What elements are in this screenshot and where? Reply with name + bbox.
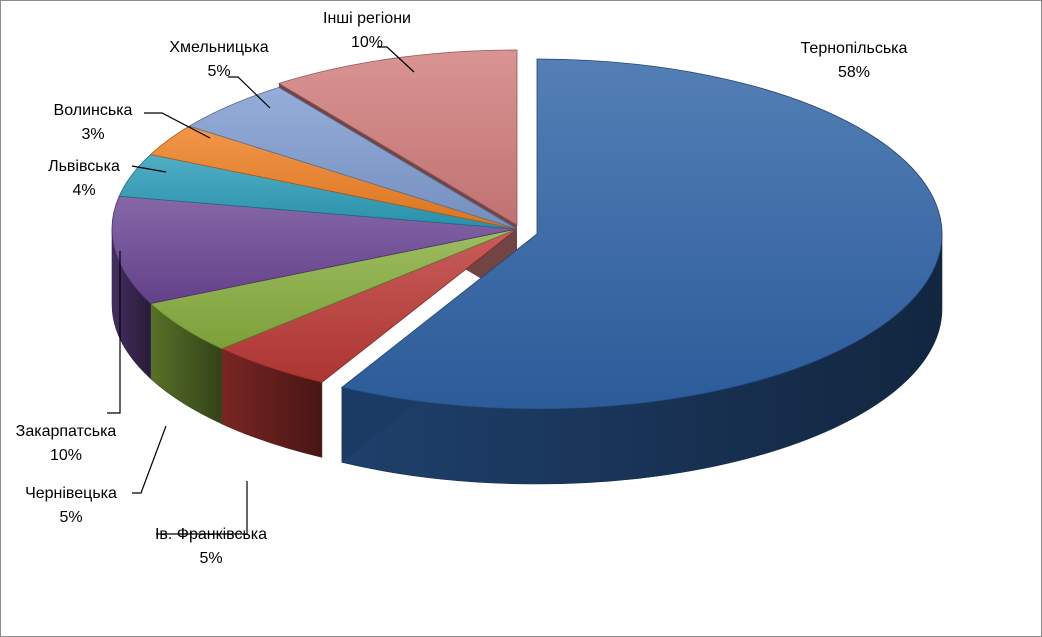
leader-line-закарпатська xyxy=(107,251,121,414)
slice-label: Волинська xyxy=(54,102,133,119)
slice-закарпатська xyxy=(111,195,518,304)
slice-value-label: 3% xyxy=(81,126,104,143)
slice-label: Львівська xyxy=(48,158,120,175)
leader-line-хмельницька xyxy=(228,76,271,109)
slice-value-label: 4% xyxy=(72,182,95,199)
slice-label: Тернопільська xyxy=(801,40,908,57)
label-leader-lines xyxy=(107,46,415,535)
slice-label: Інші регіони xyxy=(323,10,411,27)
slice-label: Чернівецька xyxy=(25,485,117,502)
slice-інші-регіони xyxy=(277,49,518,226)
slice-value-label: 10% xyxy=(50,447,82,464)
slice-value-label: 5% xyxy=(59,509,82,526)
leader-line-ів-франківська xyxy=(156,481,248,535)
slice-value-label: 58% xyxy=(838,64,870,81)
slice-value-label: 5% xyxy=(199,550,222,567)
slice-value-label: 10% xyxy=(351,34,383,51)
leader-line-волинська xyxy=(144,112,211,139)
slice-value-label: 5% xyxy=(207,63,230,80)
leader-line-інші-регіони xyxy=(377,46,415,73)
slice-label: Ів. Франківська xyxy=(155,526,267,543)
slice-labels: Тернопільська 58% Ів. Франківська 5% Черніве… xyxy=(16,10,908,567)
slice-тернопільська xyxy=(340,58,943,410)
leader-line-львівська xyxy=(131,165,167,173)
leader-line-чернівецька xyxy=(132,425,167,494)
slice-label: Хмельницька xyxy=(169,39,268,56)
pie-top-faces xyxy=(111,49,943,410)
slice-label: Закарпатська xyxy=(16,423,117,440)
slice-хмельницька xyxy=(188,86,518,230)
